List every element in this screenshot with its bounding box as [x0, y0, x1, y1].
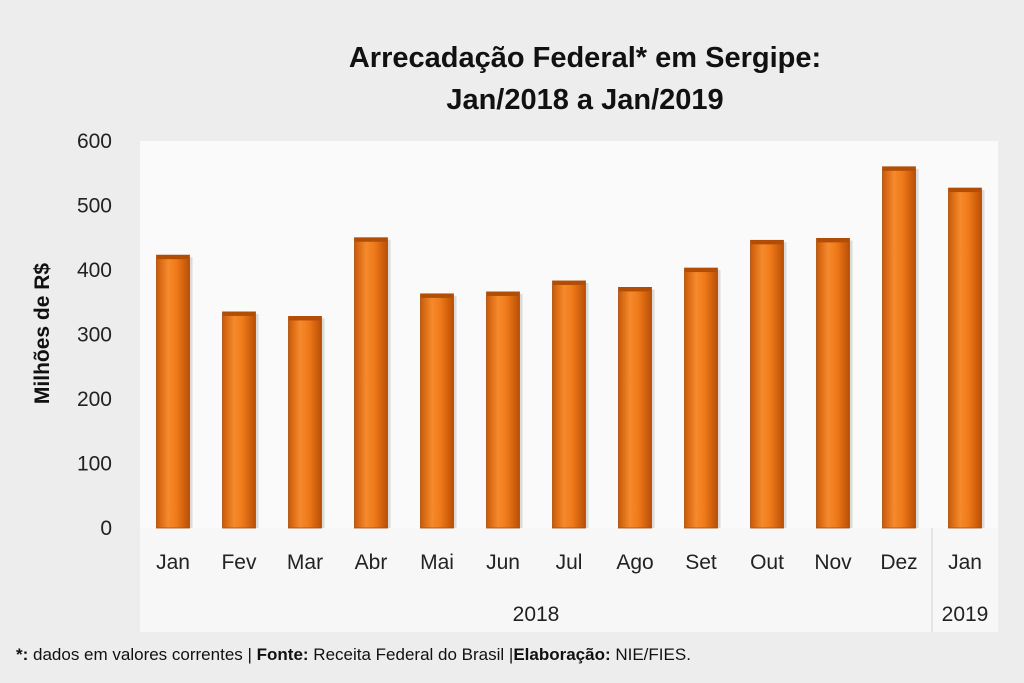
bar-body: [618, 287, 652, 529]
footnote-source-label: Fonte:: [256, 645, 309, 664]
bar-body: [684, 267, 718, 529]
y-axis: 0 100 200 300 400 500 600 Milhões de R$: [31, 130, 112, 540]
footnote-credit-text: NIE/FIES.: [610, 645, 691, 664]
x-tick-label: Ago: [616, 551, 653, 574]
bar-body: [222, 311, 256, 529]
category-axis-area: [140, 528, 998, 632]
x-tick-label: Mai: [420, 551, 454, 574]
footnote-source-text: Receita Federal do Brasil |: [308, 645, 514, 664]
chart-svg: Arrecadação Federal* em Sergipe: Jan/2018…: [31, 42, 998, 632]
year-group-label: 2019: [942, 603, 989, 626]
x-tick-label: Abr: [355, 551, 388, 574]
x-tick-label: Jan: [156, 551, 190, 574]
x-tick-label: Mar: [287, 551, 323, 574]
y-tick-label: 100: [77, 453, 112, 476]
x-tick-label: Fev: [221, 551, 257, 574]
bar-cap: [288, 316, 322, 321]
y-axis-title: Milhões de R$: [31, 263, 54, 405]
footnote: *: dados em valores correntes | Fonte: R…: [16, 645, 691, 665]
bar-cap: [684, 268, 718, 273]
bar-body: [552, 280, 586, 529]
x-tick-label: Jul: [556, 551, 583, 574]
y-tick-label: 300: [77, 324, 112, 347]
bar-body: [486, 291, 520, 529]
bar-body: [420, 293, 454, 529]
bar-cap: [156, 255, 190, 260]
bar: [882, 166, 919, 529]
x-tick-label: Jun: [486, 551, 520, 574]
bar-cap: [420, 293, 454, 298]
bar: [222, 311, 259, 529]
bar: [552, 280, 589, 529]
bar: [156, 254, 193, 529]
y-tick-label: 600: [77, 130, 112, 153]
bar-body: [816, 237, 850, 529]
bar-cap: [948, 188, 982, 193]
x-tick-label: Nov: [814, 551, 852, 574]
bar-body: [156, 254, 190, 529]
x-tick-label: Dez: [880, 551, 917, 574]
x-tick-label: Out: [750, 551, 784, 574]
bar-cap: [618, 287, 652, 292]
bar-body: [288, 316, 322, 529]
chart-title-line-1: Arrecadação Federal* em Sergipe:: [349, 42, 821, 74]
y-tick-label: 0: [100, 517, 112, 540]
x-tick-label: Set: [685, 551, 717, 574]
y-tick-label: 400: [77, 259, 112, 282]
bar: [288, 316, 325, 529]
bar-cap: [750, 240, 784, 245]
bar: [618, 287, 655, 529]
bar-body: [354, 237, 388, 529]
footnote-star-text: dados em valores correntes |: [28, 645, 257, 664]
bar-cap: [486, 291, 520, 296]
footnote-credit-label: Elaboração:: [513, 645, 611, 664]
bar-cap: [552, 280, 586, 285]
bar-cap: [354, 237, 388, 242]
chart-title-line-2: Jan/2018 a Jan/2019: [446, 84, 723, 116]
x-tick-label: Jan: [948, 551, 982, 574]
bar: [750, 239, 787, 529]
bar: [684, 267, 721, 529]
bar: [816, 237, 853, 529]
bar: [420, 293, 457, 529]
footnote-star-label: *:: [16, 645, 29, 664]
year-group-label: 2018: [513, 603, 560, 626]
bar-cap: [882, 166, 916, 171]
bar: [354, 237, 391, 529]
y-tick-label: 500: [77, 195, 112, 218]
bar: [948, 187, 985, 529]
bar-body: [750, 239, 784, 529]
y-tick-label: 200: [77, 388, 112, 411]
chart-title: Arrecadação Federal* em Sergipe: Jan/2018…: [349, 42, 821, 116]
bar-body: [882, 166, 916, 529]
bar-cap: [222, 311, 256, 316]
bar-body: [948, 187, 982, 529]
x-axis: Jan Fev Mar Abr Mai Jun Jul Ago Set Out Nov Dez Jan 2…: [156, 528, 988, 632]
bar-cap: [816, 238, 850, 243]
bar: [486, 291, 523, 529]
bars: [156, 166, 985, 529]
